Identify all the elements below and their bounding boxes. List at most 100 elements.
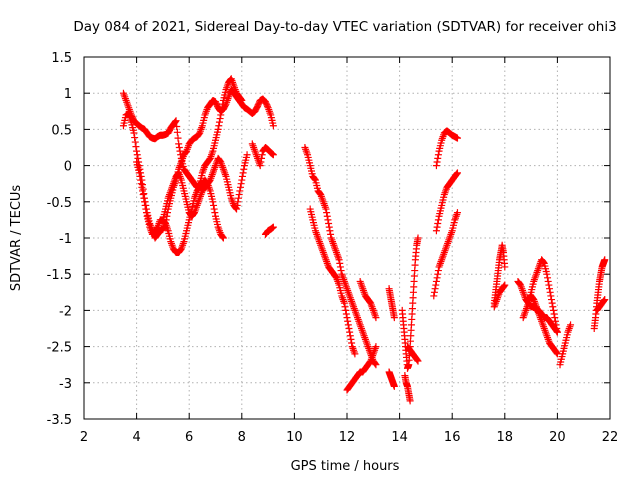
series-arc6 xyxy=(261,223,277,238)
data-point xyxy=(216,115,224,123)
data-point xyxy=(215,118,223,126)
data-point xyxy=(390,382,398,390)
axis-ticks xyxy=(83,56,611,420)
data-point xyxy=(325,223,333,231)
data-point xyxy=(545,281,553,289)
data-point xyxy=(139,191,147,199)
data-point xyxy=(430,288,438,296)
series-arc8 xyxy=(306,205,359,358)
series-arc12 xyxy=(385,368,398,390)
data-point xyxy=(221,101,229,109)
data-point xyxy=(342,310,350,318)
grid-lines xyxy=(84,57,610,419)
data-point xyxy=(133,147,141,155)
data-point xyxy=(269,151,277,159)
series-arc4 xyxy=(159,151,251,224)
data-point xyxy=(139,187,147,195)
data-point xyxy=(501,281,509,289)
data-point xyxy=(258,154,266,162)
series-arc18 xyxy=(430,209,461,300)
data-point xyxy=(344,321,352,329)
data-point xyxy=(406,397,414,405)
x-tick-label: 4 xyxy=(132,430,140,445)
y-tick-label: -2.5 xyxy=(47,341,72,356)
data-point xyxy=(551,314,559,322)
data-point xyxy=(432,162,440,170)
x-tick-label: 18 xyxy=(497,430,514,445)
series-arc11 xyxy=(385,285,398,322)
data-point xyxy=(390,314,398,322)
data-point xyxy=(209,198,217,206)
y-tick-label: 0 xyxy=(64,160,72,175)
data-point xyxy=(219,234,227,242)
data-point xyxy=(215,122,223,130)
data-point xyxy=(350,346,358,354)
data-point xyxy=(601,296,609,304)
series-arc25 xyxy=(590,256,609,332)
data-marks xyxy=(119,75,609,405)
data-point xyxy=(339,296,347,304)
y-axis-label: SDTVAR / TECUs xyxy=(9,185,24,292)
data-point xyxy=(453,170,461,178)
data-point xyxy=(336,263,344,271)
data-point xyxy=(174,134,182,142)
data-point xyxy=(324,216,332,224)
data-point xyxy=(239,169,247,177)
data-point xyxy=(269,223,277,231)
data-point xyxy=(342,306,350,314)
data-point xyxy=(546,288,554,296)
data-point xyxy=(171,118,179,126)
y-tick-label: -3.5 xyxy=(47,413,72,428)
x-tick-label: 12 xyxy=(339,430,356,445)
data-point xyxy=(430,292,438,300)
data-point xyxy=(343,314,351,322)
data-point xyxy=(219,233,227,241)
data-point xyxy=(434,216,442,224)
data-point xyxy=(175,140,183,148)
x-axis-label: GPS time / hours xyxy=(291,459,400,474)
series-arc9 xyxy=(343,343,380,394)
y-tick-labels: 1.5 1 0.5 0 -0.5 -1 -1.5 -2 -2.5 -3 -3.5 xyxy=(47,51,72,428)
series-arc5 xyxy=(248,140,277,170)
data-point xyxy=(371,360,379,368)
data-point xyxy=(311,175,319,183)
data-point xyxy=(269,122,277,130)
data-point xyxy=(135,169,143,177)
data-point xyxy=(553,328,561,336)
x-tick-label: 22 xyxy=(602,430,619,445)
chart-title: Day 084 of 2021, Sidereal Day-to-day VTE… xyxy=(73,19,616,35)
series-arc26 xyxy=(593,296,609,314)
data-point xyxy=(131,134,139,142)
data-point xyxy=(434,267,442,275)
y-tick-label: -1.5 xyxy=(47,268,72,283)
data-point xyxy=(323,212,331,220)
data-point xyxy=(326,227,334,235)
data-point xyxy=(547,292,555,300)
data-point xyxy=(500,282,508,290)
data-point xyxy=(347,335,355,343)
x-tick-label: 14 xyxy=(391,430,408,445)
data-point xyxy=(452,212,460,220)
data-point xyxy=(263,102,271,110)
data-point xyxy=(211,209,219,217)
data-point xyxy=(351,350,359,358)
data-point xyxy=(142,205,150,213)
data-point xyxy=(549,303,557,311)
data-point xyxy=(210,205,218,213)
data-point xyxy=(176,147,184,155)
data-point xyxy=(565,325,573,332)
data-point xyxy=(235,191,243,199)
data-point xyxy=(130,129,138,137)
data-point xyxy=(323,209,331,217)
data-point xyxy=(140,194,148,202)
series-arc22 xyxy=(519,256,561,336)
data-point xyxy=(237,180,245,188)
data-point xyxy=(544,277,552,285)
data-point xyxy=(433,223,441,231)
data-point xyxy=(601,256,609,264)
data-point xyxy=(543,270,551,278)
data-point xyxy=(432,277,440,285)
data-point xyxy=(453,134,461,142)
data-point xyxy=(346,332,354,340)
data-point xyxy=(540,258,548,266)
